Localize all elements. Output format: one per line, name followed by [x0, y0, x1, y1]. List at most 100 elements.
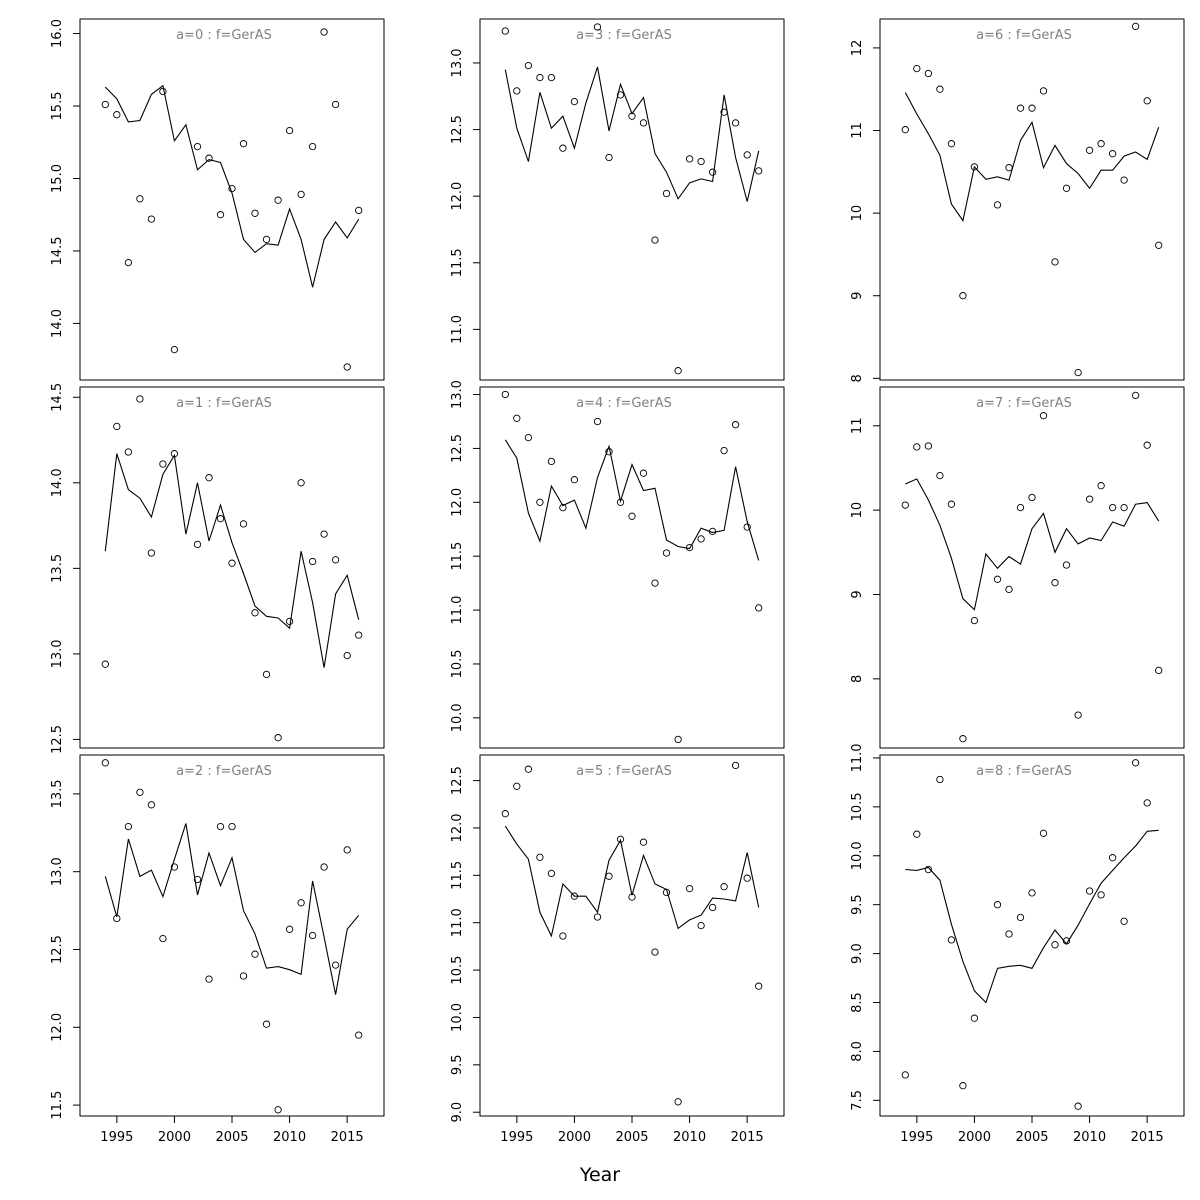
- observed-point: [147, 215, 156, 223]
- observed-point: [113, 111, 121, 119]
- fitted-line: [504, 439, 760, 561]
- observed-point: [685, 884, 694, 893]
- observed-point: [708, 168, 717, 176]
- y-tick-label: 11.0: [450, 315, 465, 344]
- panel-title: a=1 : f=GerAS: [176, 396, 272, 411]
- y-tick-label: 11.0: [450, 908, 465, 937]
- observed-point: [1085, 495, 1094, 503]
- observed-point: [124, 822, 133, 831]
- observed-point: [639, 838, 648, 846]
- y-tick-label: 10.5: [450, 956, 465, 985]
- fitted-line: [104, 823, 360, 995]
- y-tick-label: 9.5: [850, 894, 865, 915]
- observed-point: [593, 417, 602, 426]
- observed-point: [524, 765, 533, 773]
- y-tick-label: 12.5: [450, 766, 465, 795]
- observed-point: [993, 575, 1002, 583]
- observed-point: [547, 869, 556, 878]
- observed-point: [1108, 150, 1117, 158]
- observed-point: [124, 448, 133, 456]
- y-tick-label: 12: [850, 40, 865, 57]
- y-tick-label: 10.5: [450, 649, 465, 678]
- panel-title: a=5 : f=GerAS: [576, 764, 672, 779]
- observed-point: [720, 446, 728, 455]
- observed-point: [1085, 146, 1094, 154]
- y-tick-label: 10.0: [850, 841, 865, 870]
- observed-point: [639, 469, 648, 477]
- observed-point: [1097, 891, 1105, 899]
- x-tick-label: 1995: [100, 1130, 133, 1145]
- observed-point: [547, 73, 556, 82]
- observed-point: [651, 236, 659, 244]
- y-tick-label: 11: [850, 122, 865, 139]
- panel-1: a=3 : f=GerAS 11.0 11.5 12.0 12.5 13.0: [450, 18, 785, 381]
- observed-point: [1131, 391, 1140, 400]
- observed-point: [743, 523, 751, 531]
- observed-point: [124, 258, 133, 267]
- y-tick-label: 15.0: [50, 164, 65, 193]
- observed-point: [947, 500, 956, 508]
- y-tick-label: 14.5: [50, 383, 65, 412]
- y-tick-label: 9.0: [450, 1102, 465, 1123]
- observed-point: [343, 651, 351, 660]
- observed-point: [570, 476, 579, 484]
- observed-point: [501, 810, 509, 818]
- observed-point: [708, 903, 717, 912]
- observed-point: [297, 899, 305, 907]
- observed-point: [205, 154, 213, 162]
- observed-point: [1005, 930, 1013, 938]
- observed-point: [101, 660, 109, 668]
- observed-point: [239, 972, 248, 980]
- y-tick-label: 14.0: [50, 309, 65, 338]
- observed-point: [205, 975, 213, 983]
- observed-point: [1120, 176, 1128, 184]
- observed-point: [297, 190, 305, 199]
- x-tick-label: 2005: [215, 1130, 248, 1145]
- observed-point: [308, 931, 317, 940]
- observed-point: [1016, 503, 1025, 512]
- panel-frame: [879, 18, 1185, 381]
- observed-point: [1143, 799, 1151, 807]
- observed-point: [651, 948, 659, 956]
- observed-point: [308, 557, 317, 566]
- observed-point: [731, 119, 740, 127]
- observed-point: [959, 735, 967, 743]
- fitted-line: [904, 92, 1160, 222]
- y-tick-label: 10: [850, 502, 865, 519]
- observed-point: [547, 457, 556, 466]
- y-tick-label: 8: [850, 374, 865, 382]
- observed-point: [593, 23, 602, 31]
- observed-point: [993, 201, 1002, 209]
- y-tick-label: 13.0: [50, 639, 65, 668]
- observed-point: [947, 936, 956, 944]
- fitted-line: [504, 66, 760, 202]
- observed-point: [743, 874, 751, 882]
- x-tick-label: 2010: [673, 1130, 706, 1145]
- observed-point: [924, 442, 933, 450]
- panel-title: a=7 : f=GerAS: [976, 396, 1072, 411]
- observed-point: [639, 119, 648, 127]
- y-tick-label: 13.0: [50, 857, 65, 886]
- panels: a=0 : f=GerAS 14.0 14.5 15.0 15.5 16.0 a=3 : f…: [50, 18, 1185, 1145]
- observed-point: [1016, 913, 1025, 922]
- fitted-line: [104, 453, 360, 668]
- panel-title: a=8 : f=GerAS: [976, 764, 1072, 779]
- y-tick-label: 15.5: [50, 92, 65, 121]
- observed-point: [697, 157, 705, 166]
- observed-point: [355, 206, 363, 215]
- y-tick-label: 12.0: [450, 488, 465, 517]
- observed-point: [355, 1031, 363, 1039]
- y-tick-label: 13.0: [450, 380, 465, 409]
- observed-point: [936, 775, 944, 784]
- observed-point: [1051, 579, 1059, 587]
- observed-point: [1120, 917, 1128, 925]
- observed-point: [113, 422, 121, 431]
- y-tick-label: 16.0: [50, 19, 65, 48]
- panel-3: a=1 : f=GerAS 12.5 13.0 13.5 14.0 14.5: [50, 383, 385, 754]
- y-tick-label: 11.5: [50, 1091, 65, 1120]
- y-tick-label: 10.0: [450, 703, 465, 732]
- observed-point: [159, 460, 167, 468]
- observed-point: [1155, 666, 1163, 675]
- y-tick-label: 11.5: [450, 248, 465, 277]
